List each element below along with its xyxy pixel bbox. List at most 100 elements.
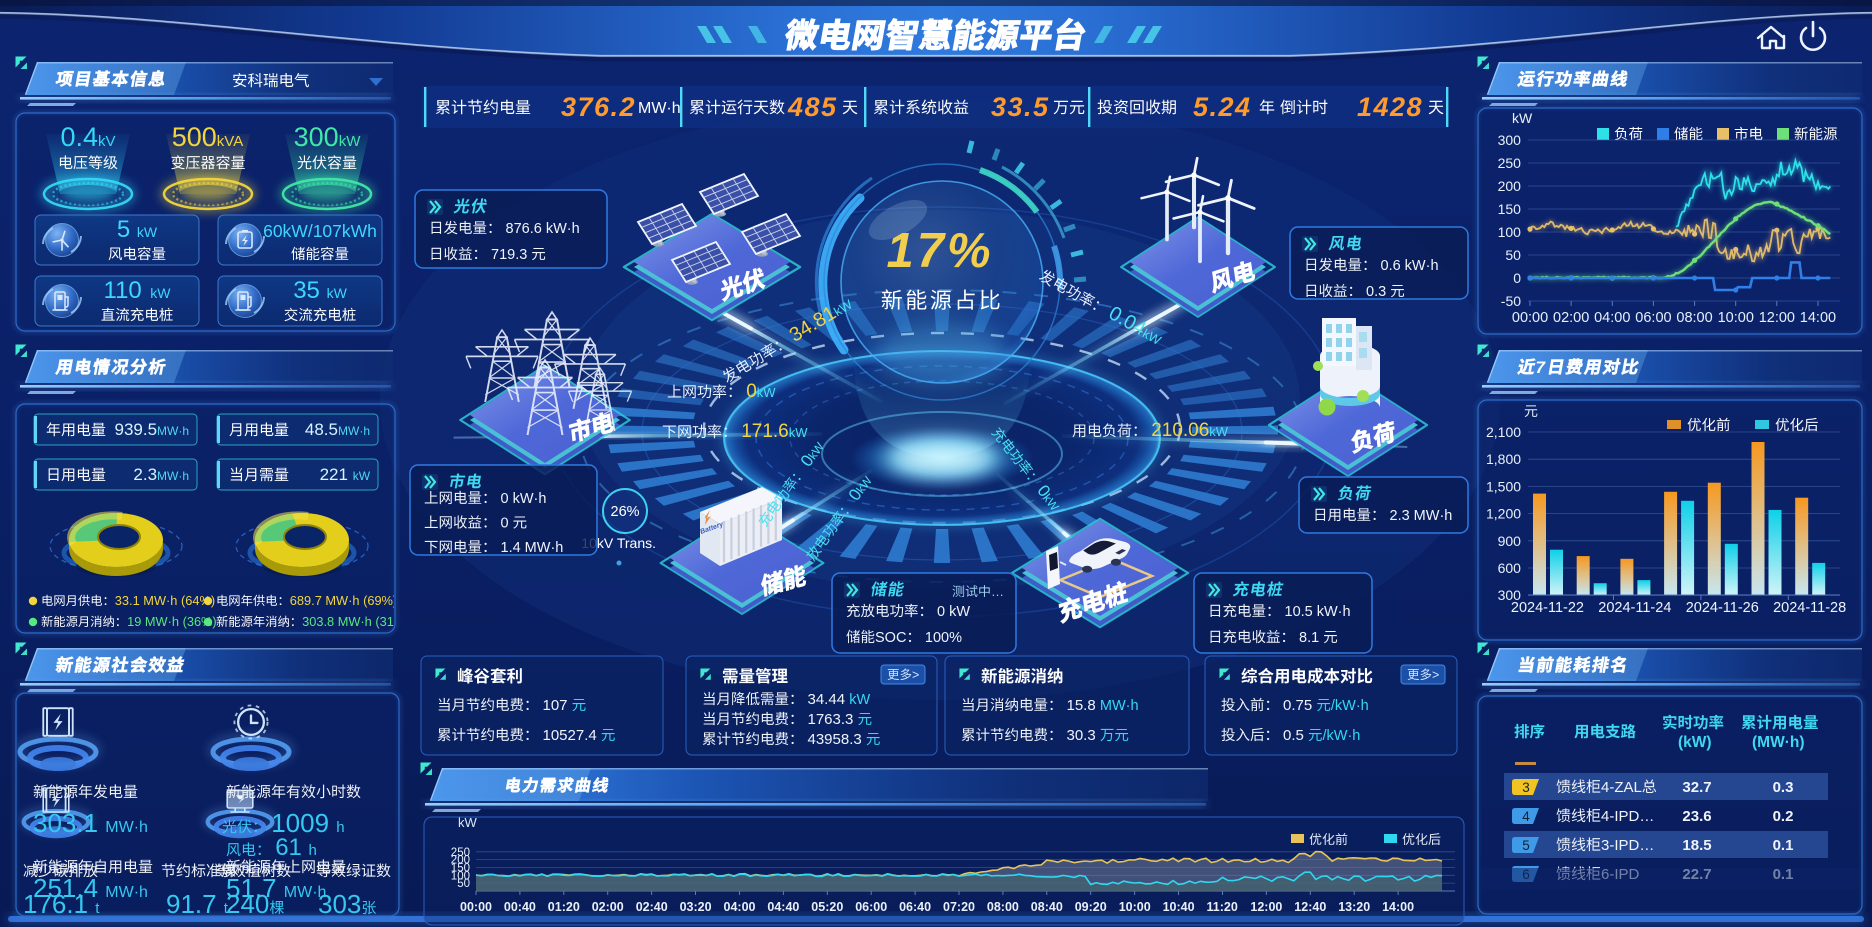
svg-text:107: 107 (543, 697, 568, 714)
svg-text:110: 110 (104, 277, 142, 304)
svg-text:150: 150 (1498, 201, 1522, 217)
svg-text:02:40: 02:40 (636, 900, 668, 914)
svg-text:MW·h: MW·h (105, 819, 148, 836)
svg-text:MW·h (36%): MW·h (36%) (145, 614, 217, 629)
svg-text:33.5: 33.5 (991, 92, 1050, 122)
svg-text:300: 300 (294, 122, 339, 152)
svg-text:900: 900 (1498, 533, 1522, 549)
svg-text:2,100: 2,100 (1486, 424, 1521, 440)
svg-text:kW: kW (137, 224, 158, 240)
svg-text:08:40: 08:40 (1031, 900, 1063, 914)
svg-text:kW: kW (339, 133, 362, 150)
svg-text:17%: 17% (887, 224, 994, 278)
svg-text:10527.4: 10527.4 (543, 727, 597, 744)
svg-text:MW·h: MW·h (157, 469, 189, 483)
svg-text:10:40: 10:40 (1163, 900, 1195, 914)
svg-text:01:20: 01:20 (548, 900, 580, 914)
svg-text:1,200: 1,200 (1486, 506, 1521, 522)
svg-text:250: 250 (451, 847, 470, 859)
svg-text:171.6: 171.6 (741, 421, 789, 442)
svg-text:32.7: 32.7 (1682, 779, 1711, 796)
svg-text:2024-11-28: 2024-11-28 (1773, 600, 1846, 616)
svg-text:51.7: 51.7 (226, 873, 277, 903)
svg-text:11:20: 11:20 (1207, 900, 1238, 914)
svg-text:kW: kW (789, 425, 809, 440)
svg-text:09:20: 09:20 (1075, 900, 1107, 914)
svg-text:210.06: 210.06 (1151, 420, 1209, 441)
svg-text:kW: kW (757, 385, 777, 400)
svg-text:1.4 MW·h: 1.4 MW·h (501, 540, 564, 556)
svg-text:kW: kW (849, 692, 870, 708)
svg-text:5: 5 (117, 216, 130, 243)
svg-text:2024-11-22: 2024-11-22 (1511, 600, 1584, 616)
svg-text:240: 240 (226, 889, 269, 919)
svg-text:(MW·h): (MW·h) (1752, 734, 1805, 751)
svg-text:0.5: 0.5 (1283, 727, 1304, 744)
svg-text:50: 50 (1505, 247, 1521, 263)
svg-text:100: 100 (451, 870, 470, 882)
svg-text:30.3: 30.3 (1067, 727, 1096, 744)
svg-text:600: 600 (1498, 560, 1522, 576)
svg-text:00:40: 00:40 (504, 900, 536, 914)
svg-text:13:20: 13:20 (1338, 900, 1370, 914)
svg-text:100: 100 (1498, 224, 1522, 240)
svg-text:kW: kW (150, 285, 171, 301)
svg-text:10.5 kW·h: 10.5 kW·h (1285, 604, 1351, 620)
svg-text:…: … (991, 584, 1004, 599)
svg-text:0.75: 0.75 (1283, 697, 1312, 714)
svg-text:>: > (1432, 668, 1439, 682)
svg-text:5.24: 5.24 (1193, 92, 1252, 122)
svg-text:02:00: 02:00 (1553, 310, 1589, 326)
svg-text:12:00: 12:00 (1250, 900, 1282, 914)
svg-text:0: 0 (746, 381, 757, 402)
svg-text:719.3: 719.3 (491, 247, 527, 263)
svg-text:(kW): (kW) (1678, 734, 1712, 751)
svg-text:03:20: 03:20 (680, 900, 712, 914)
svg-text:15.8: 15.8 (1067, 697, 1096, 714)
svg-text:303.8: 303.8 (302, 614, 334, 629)
svg-text:>: > (912, 668, 919, 682)
svg-text:876.6 kW·h: 876.6 kW·h (506, 221, 580, 237)
svg-text:10:00: 10:00 (1119, 900, 1151, 914)
svg-text:500: 500 (172, 122, 217, 152)
svg-text:300: 300 (1498, 587, 1522, 603)
svg-text:kV: kV (98, 133, 116, 150)
svg-text:07:20: 07:20 (943, 900, 975, 914)
svg-text:02:00: 02:00 (592, 900, 624, 914)
svg-text:0.3: 0.3 (1366, 284, 1386, 300)
svg-text:t: t (224, 900, 229, 917)
svg-text:14:00: 14:00 (1382, 900, 1414, 914)
svg-text:2.3: 2.3 (133, 465, 157, 484)
svg-text:04:00: 04:00 (1594, 310, 1630, 326)
svg-text:4-ZAL: 4-ZAL (1601, 779, 1642, 796)
svg-text:MW·h: MW·h (105, 884, 148, 901)
svg-text:5: 5 (1522, 838, 1530, 853)
svg-text:251.4: 251.4 (33, 873, 98, 903)
svg-text:0 kW: 0 kW (937, 604, 970, 620)
svg-text:35: 35 (293, 277, 320, 304)
svg-text:kW: kW (458, 815, 478, 830)
svg-text:06:40: 06:40 (899, 900, 931, 914)
svg-text:1009: 1009 (271, 808, 329, 838)
svg-text:1,500: 1,500 (1486, 478, 1521, 494)
svg-text:SOC: SOC (875, 630, 906, 646)
svg-text:1428: 1428 (1357, 92, 1423, 122)
svg-text:MW·h: MW·h (1100, 698, 1139, 714)
svg-text:43958.3: 43958.3 (808, 731, 862, 748)
svg-text:/kW·h: /kW·h (1331, 698, 1369, 714)
svg-text:60kW/107kWh: 60kW/107kWh (263, 221, 377, 241)
svg-text:19: 19 (127, 614, 141, 629)
svg-text:3-IPD…: 3-IPD… (1601, 837, 1654, 854)
svg-text:00:00: 00:00 (460, 900, 492, 914)
svg-text:0: 0 (1513, 270, 1521, 286)
svg-text:91.7: 91.7 (166, 889, 217, 919)
svg-text:26%: 26% (611, 504, 640, 520)
svg-text:61: 61 (275, 834, 302, 861)
svg-text:303: 303 (318, 889, 361, 919)
svg-text:4-IPD…: 4-IPD… (1601, 808, 1654, 825)
svg-text:0: 0 (501, 516, 509, 532)
svg-text:2024-11-24: 2024-11-24 (1598, 600, 1671, 616)
svg-text:200: 200 (1498, 178, 1522, 194)
svg-text:kW: kW (327, 285, 348, 301)
svg-text:2024-11-26: 2024-11-26 (1686, 600, 1759, 616)
